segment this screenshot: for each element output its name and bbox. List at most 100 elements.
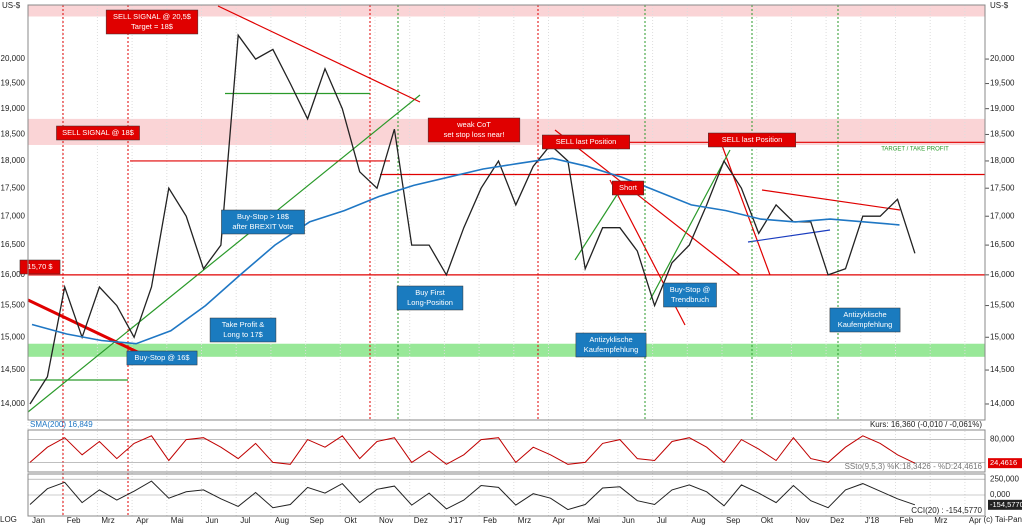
y-tick-label: 15,500: [990, 301, 1015, 310]
y-tick-label: 16,500: [990, 240, 1015, 249]
x-tick-label: Feb: [900, 516, 914, 525]
y-tick-label: 14,500: [1, 365, 26, 374]
sma-label: SMA(200) 16,849: [30, 420, 93, 429]
annotation-box: [209, 317, 277, 343]
x-tick-label: Mrz: [934, 516, 947, 525]
x-tick-label: Sep: [310, 516, 325, 525]
unit-label: US-$: [990, 1, 1009, 10]
annotation-box: [663, 282, 717, 308]
annotation-text: Antizyklische: [843, 310, 886, 319]
x-tick-label: Jul: [657, 516, 667, 525]
annotation-text: SELL SIGNAL @ 18$: [62, 128, 135, 137]
annotation-box: [542, 134, 630, 150]
series-line: [31, 157, 900, 345]
annotation-text: Buy-Stop @ 16$: [134, 353, 190, 362]
y-tick-label: 14,500: [990, 365, 1015, 374]
uptrend-line: [27, 94, 421, 413]
annotation: SELL SIGNAL @ 18$: [56, 125, 140, 141]
y-tick-label: 18,000: [990, 156, 1015, 165]
annotation-text: Kaufempfehlung: [584, 345, 639, 354]
annotation: Buy-Stop @ 16$: [126, 350, 198, 366]
foreground-layer: Jan Feb Mrz Apr Mai Jun Jul Aug Sep Okt Nov Dez J'17…: [1, 9, 1024, 525]
y-tick-label: 15,500: [1, 301, 26, 310]
indicator-tick-label: 80,000: [990, 435, 1015, 444]
x-tick-label: Sep: [726, 516, 741, 525]
annotation-box: [126, 350, 198, 366]
annotation: Take Profit &Long to 17$: [209, 317, 277, 343]
y-tick-label: 14,000: [990, 399, 1015, 408]
cci-label: CCI(20) : -154,5770: [911, 506, 982, 515]
annotation-box: [19, 259, 61, 275]
annotation-box: [612, 180, 644, 196]
y-tick-label: 15,000: [990, 332, 1015, 341]
annotation: 15,70 $: [19, 259, 61, 275]
annotation: SELL last Position: [708, 132, 796, 148]
y-tick-label: 18,000: [1, 156, 26, 165]
indicator-tick-label: 0,000: [990, 490, 1011, 499]
annotation-text: Trendbruch: [671, 295, 709, 304]
last-value-box: [988, 458, 1022, 469]
y-tick-label: 17,500: [1, 183, 26, 192]
x-tick-label: Nov: [379, 516, 393, 525]
cci-frame: [27, 473, 986, 517]
annotation-text: SELL last Position: [556, 137, 617, 146]
annotation-box: [829, 307, 901, 333]
x-tick-label: Dez: [830, 516, 844, 525]
annotation-box: [221, 209, 305, 235]
annotation-text: weak CoT: [456, 120, 491, 129]
price-label: Kurs: 16,360 (-0,010 / -0,061%): [870, 420, 982, 429]
x-tick-label: Nov: [795, 516, 809, 525]
last-value-label: 24,4616: [990, 458, 1017, 467]
annotation-text: Buy-Stop > 18$: [237, 212, 290, 221]
y-tick-label: 19,000: [990, 104, 1015, 113]
last-value-box: [988, 499, 1022, 510]
y-tick-label: 19,500: [990, 79, 1015, 88]
annotation-box: [105, 9, 199, 35]
annotation: Short: [612, 180, 644, 196]
y-tick-label: 17,500: [990, 183, 1015, 192]
annotation-text: Long to 17$: [223, 330, 263, 339]
x-tick-label: Mrz: [101, 516, 114, 525]
y-tick-label: 19,000: [1, 104, 26, 113]
annotation-box: [427, 117, 521, 143]
stochastic-frame: [27, 429, 986, 473]
x-tick-label: Apr: [969, 516, 982, 525]
y-tick-label: 16,000: [1, 270, 26, 279]
y-tick-label: 14,000: [1, 399, 26, 408]
annotation-text: Kaufempfehlung: [838, 320, 893, 329]
annotation-text: Antizyklische: [589, 335, 632, 344]
y-tick-label: 18,500: [1, 130, 26, 139]
annotation: SELL SIGNAL @ 20,5$Target = 18$: [105, 9, 199, 35]
x-tick-label: Okt: [761, 516, 774, 525]
y-tick-label: 15,000: [1, 332, 26, 341]
annotation-text: SELL last Position: [722, 135, 783, 144]
x-tick-label: Feb: [67, 516, 81, 525]
annotation: SELL last Position: [542, 134, 630, 150]
x-tick-label: J'18: [865, 516, 880, 525]
unit-label: US-$: [2, 1, 21, 10]
x-tick-label: Mai: [171, 516, 184, 525]
annotation-box: [396, 285, 464, 311]
annotation-box: [56, 125, 140, 141]
annotation-text: Target = 18$: [131, 22, 174, 31]
annotation-text: after BREXIT Vote: [232, 222, 293, 231]
indicator-line: [29, 480, 916, 511]
annotation: Buy-Stop @Trendbruch: [663, 282, 717, 308]
annotation: Buy-Stop > 18$after BREXIT Vote: [221, 209, 305, 235]
y-tick-label: 19,500: [1, 79, 26, 88]
y-tick-label: 20,000: [990, 54, 1015, 63]
y-tick-label: 17,000: [990, 211, 1015, 220]
x-tick-label: Jun: [622, 516, 635, 525]
annotation-text: Buy First: [415, 288, 446, 297]
channel-line: [747, 229, 831, 243]
x-tick-label: Dez: [414, 516, 428, 525]
scale-label: LOG: [0, 515, 17, 524]
indicator-line: [29, 435, 916, 465]
x-tick-label: Mai: [587, 516, 600, 525]
plot-frame: [27, 4, 986, 421]
